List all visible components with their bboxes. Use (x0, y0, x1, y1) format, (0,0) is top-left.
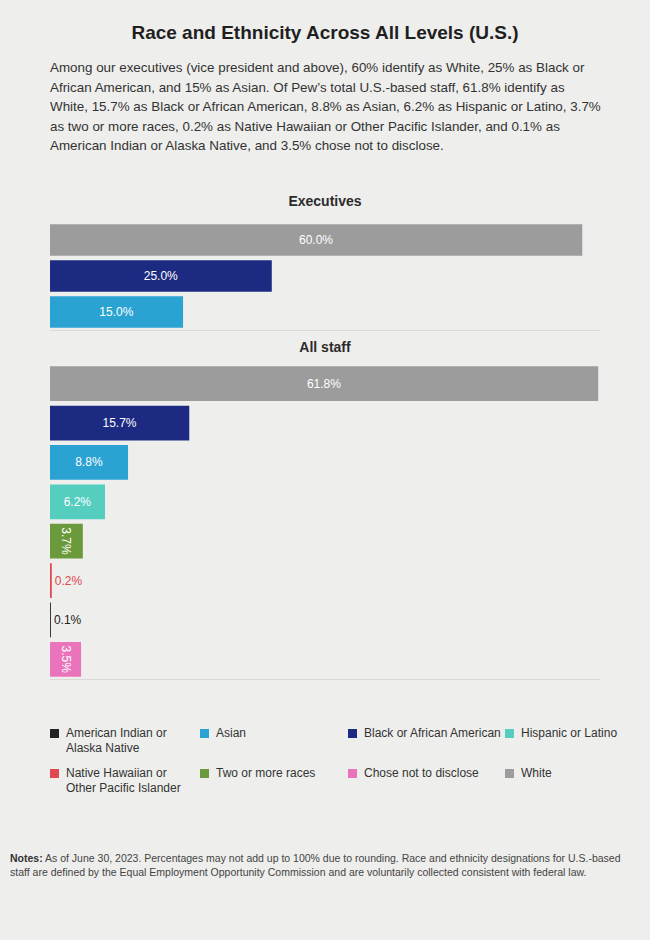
html-text:Hispanic or Latino: Hispanic or Latino (521, 726, 618, 740)
html-text:Chose not to disclose: Chose not to disclose (364, 766, 479, 780)
svg-text:0.1%: 0.1% (54, 613, 82, 627)
svg-text:60.0%: 60.0% (299, 233, 333, 247)
svg-text:25.0%: 25.0% (144, 269, 178, 283)
svg-text:6.2%: 6.2% (64, 495, 92, 509)
html-text:Asian: Asian (216, 726, 246, 740)
html-text:Two or more races: Two or more races (216, 766, 316, 780)
html-text:Notes: As of June 30, 2023. Pe: Notes: As of June 30, 2023. Percentages … (10, 852, 621, 878)
html-text:Native Hawaiian or Other Pacif: Native Hawaiian or Other Pacific Islande… (66, 766, 181, 795)
html-text:Race and Ethnicity Across All: Race and Ethnicity Across All Levels (U.… (131, 22, 519, 43)
svg-text:0.2%: 0.2% (55, 574, 83, 588)
svg-text:8.8%: 8.8% (75, 455, 103, 469)
svg-text:3.7%: 3.7% (59, 527, 73, 555)
html-text:White: White (521, 766, 552, 780)
svg-text:All staff: All staff (299, 339, 351, 355)
svg-text:15.0%: 15.0% (99, 305, 133, 319)
html-text:Among our executives (vice pre: Among our executives (vice president and… (50, 60, 601, 153)
html-text:Black or African American: Black or African American (364, 726, 501, 740)
svg-text:3.5%: 3.5% (59, 645, 73, 673)
svg-text:61.8%: 61.8% (307, 377, 341, 391)
svg-text:Executives: Executives (288, 193, 361, 209)
html-text:American Indian or Alaska Nati: American Indian or Alaska Native (66, 726, 167, 755)
svg-text:15.7%: 15.7% (102, 416, 136, 430)
